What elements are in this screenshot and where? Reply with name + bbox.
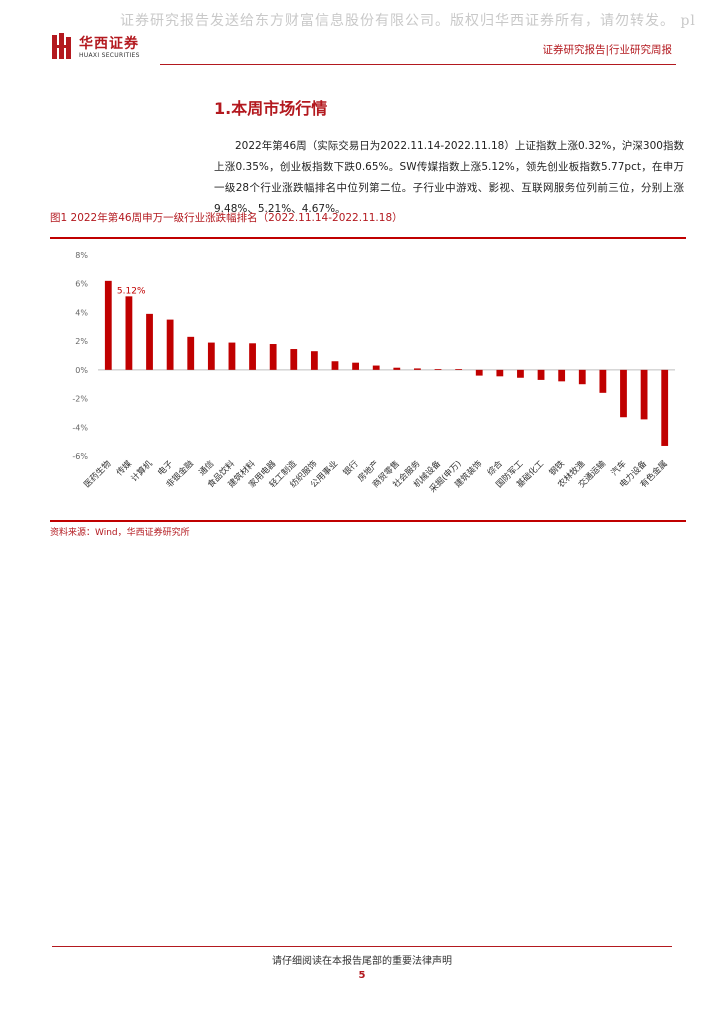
category-label: 计算机 <box>129 458 155 484</box>
bar-商贸零售 <box>393 367 401 370</box>
y-tick-label: -2% <box>72 395 88 404</box>
bar-电力设备 <box>640 369 648 420</box>
bar-轻工制造 <box>290 349 298 370</box>
bar-房地产 <box>372 365 380 370</box>
logo-text-en: HUAXI SECURITIES <box>79 52 140 59</box>
bar-建筑装饰 <box>475 369 483 376</box>
logo-text-cn: 华西证券 <box>79 36 139 52</box>
bar-医药生物 <box>104 280 112 370</box>
bar-纺织服饰 <box>310 351 318 370</box>
bar-农林牧渔 <box>578 369 586 385</box>
bar-基础化工 <box>537 369 545 380</box>
bar-电子 <box>166 319 174 370</box>
y-tick-label: 0% <box>75 366 88 375</box>
bar-银行 <box>352 362 359 370</box>
bar-机械设备 <box>434 369 442 370</box>
report-type-label: 证券研究报告|行业研究周报 <box>542 44 672 56</box>
bar-公用事业 <box>331 361 339 370</box>
y-tick-label: -6% <box>72 452 88 461</box>
header-divider <box>160 64 676 65</box>
y-tick-label: 2% <box>75 337 88 346</box>
bar-计算机 <box>146 313 153 370</box>
footer-divider <box>52 946 672 947</box>
bar-建筑材料 <box>249 343 256 370</box>
bar-食品饮料 <box>228 342 236 370</box>
category-label: 医药生物 <box>82 458 114 490</box>
y-tick-label: 6% <box>75 280 88 289</box>
watermark: 证券研究报告发送给东方财富信息股份有限公司。版权归华西证券所有，请勿转发。 pl <box>120 13 696 29</box>
figure-top-rule <box>50 237 686 239</box>
bar-有色金属 <box>661 369 669 446</box>
bar-非银金融 <box>187 336 195 370</box>
figure-title: 图1 2022年第46周申万一级行业涨跌幅排名（2022.11.14-2022.… <box>50 212 403 224</box>
page-number: 5 <box>358 970 366 981</box>
figure-source: 资料来源：Wind，华西证券研究所 <box>50 528 190 538</box>
bar-采掘(申万) <box>455 369 463 370</box>
bar-综合 <box>496 369 504 377</box>
figure-bottom-rule <box>50 520 686 522</box>
market-summary-paragraph: 2022年第46周（实际交易日为2022.11.14-2022.11.18）上证… <box>214 140 684 215</box>
bar-汽车 <box>620 369 627 418</box>
bar-交通运输 <box>599 369 607 393</box>
y-tick-label: 4% <box>75 308 88 317</box>
legal-notice: 请仔细阅读在本报告尾部的重要法律声明 <box>272 956 452 967</box>
y-tick-label: 8% <box>75 251 88 260</box>
bar-传媒 <box>125 296 133 370</box>
section-title: 1.本周市场行情 <box>214 99 328 118</box>
bar-国防军工 <box>517 369 524 378</box>
bar-钢铁 <box>558 369 566 382</box>
logo-mark-icon <box>52 33 71 59</box>
bar-社会服务 <box>414 368 421 370</box>
y-tick-label: -4% <box>72 423 88 432</box>
data-label: 5.12% <box>117 286 146 296</box>
bar-家用电器 <box>269 344 277 370</box>
bar-通信 <box>207 342 215 370</box>
